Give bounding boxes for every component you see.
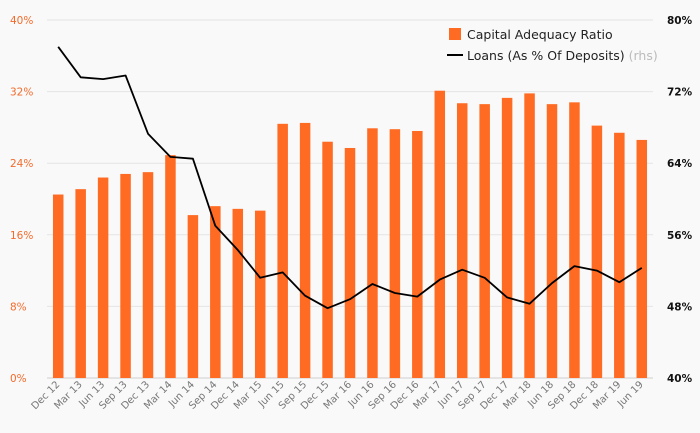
bar — [299, 122, 311, 378]
bar — [501, 97, 513, 379]
legend-label-loans: Loans (As % Of Deposits) (rhs) — [467, 48, 658, 63]
legend-label-loans-suffix: (rhs) — [629, 48, 658, 63]
right-axis-ticks: 40% 48% 56% 64% 72% 80% — [667, 15, 693, 385]
right-axis-tick-label: 56% — [667, 230, 693, 242]
left-axis-ticks: 0% 8% 16% 24% 32% 40% — [10, 15, 33, 385]
left-axis-tick-label: 0% — [10, 373, 27, 385]
bar — [322, 141, 333, 378]
left-axis-tick-label: 32% — [10, 87, 33, 99]
right-axis-tick-label: 64% — [667, 158, 693, 170]
bar — [614, 132, 625, 378]
bar — [232, 208, 244, 378]
bar — [210, 206, 221, 378]
bar — [389, 129, 401, 378]
left-axis-tick-label: 16% — [10, 230, 33, 242]
bar — [479, 104, 490, 378]
bar — [569, 102, 580, 378]
legend-swatch-capital-adequacy — [449, 28, 461, 40]
left-axis-tick-label: 40% — [10, 15, 33, 27]
bar — [412, 130, 423, 378]
left-axis-tick-label: 8% — [10, 301, 27, 313]
bar — [75, 189, 86, 378]
bar — [546, 104, 558, 378]
bar — [120, 173, 131, 378]
bar — [456, 103, 468, 379]
bar — [277, 123, 288, 378]
legend-label-loans-name: Loans (As % Of Deposits) — [467, 48, 625, 63]
bar — [97, 177, 109, 378]
bar — [434, 90, 446, 378]
left-axis-tick-label: 24% — [10, 158, 33, 170]
right-axis-tick-label: 48% — [667, 301, 693, 313]
legend: Capital Adequacy Ratio Loans (As % Of De… — [447, 27, 658, 63]
bar — [344, 147, 356, 378]
right-axis-tick-label: 72% — [667, 87, 693, 99]
line-series-loans-to-deposits — [57, 46, 643, 310]
bar — [142, 172, 154, 378]
bar — [591, 125, 603, 378]
bar — [52, 194, 64, 378]
bar — [524, 93, 535, 378]
line-path — [57, 46, 643, 310]
bar-series-capital-adequacy — [52, 90, 648, 379]
bar — [187, 215, 199, 378]
bar — [367, 128, 378, 378]
legend-label-capital-adequacy: Capital Adequacy Ratio — [467, 27, 613, 42]
bar — [254, 210, 266, 378]
bar — [636, 139, 648, 378]
right-axis-tick-label: 80% — [667, 15, 693, 27]
bar — [165, 155, 176, 378]
right-axis-tick-label: 40% — [667, 373, 693, 385]
